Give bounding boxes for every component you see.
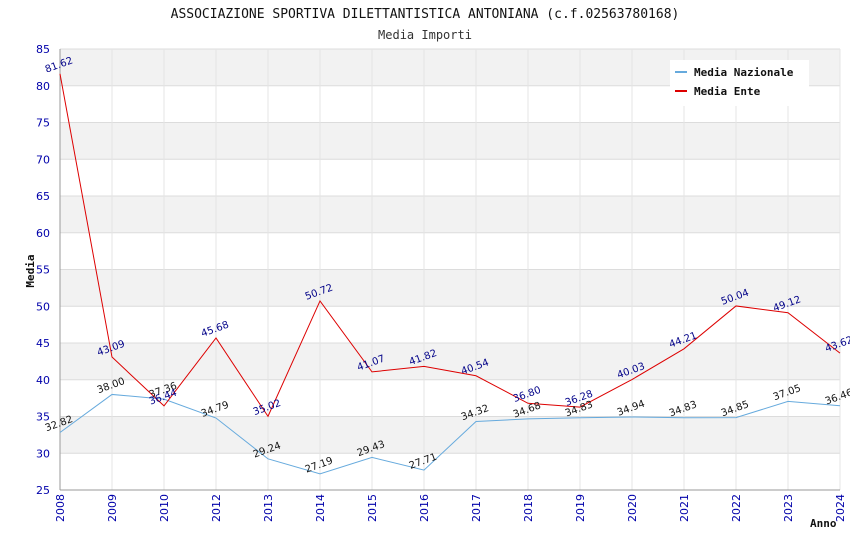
x-tick-label: 2008 [54, 494, 67, 522]
x-tick-label: 2015 [366, 494, 379, 522]
x-tick-label: 2013 [262, 494, 275, 522]
y-tick-label: 65 [36, 190, 50, 203]
y-axis-ticks: 25 30 35 40 45 50 55 60 65 70 75 80 85 [36, 43, 50, 497]
y-tick-label: 70 [36, 153, 50, 166]
x-tick-label: 2022 [730, 494, 743, 522]
x-tick-label: 2024 [834, 494, 847, 522]
y-tick-label: 55 [36, 264, 50, 277]
legend-label: Media Ente [694, 85, 761, 98]
x-tick-label: 2020 [626, 494, 639, 522]
legend-label: Media Nazionale [694, 66, 794, 79]
y-tick-label: 25 [36, 484, 50, 497]
grid-band [60, 159, 840, 196]
y-tick-label: 30 [36, 447, 50, 460]
grid-band [60, 343, 840, 380]
legend-box [670, 60, 809, 106]
y-tick-label: 60 [36, 227, 50, 240]
x-tick-label: 2018 [522, 494, 535, 522]
x-tick-label: 2016 [418, 494, 431, 522]
grid-band [60, 232, 840, 270]
y-tick-label: 80 [36, 80, 50, 93]
x-tick-label: 2023 [782, 494, 795, 522]
x-tick-label: 2017 [470, 494, 483, 522]
y-axis-label: Media [24, 254, 37, 287]
series-line-media-nazionale [59, 393, 841, 475]
y-tick-label: 75 [36, 117, 50, 130]
y-tick-label: 40 [36, 374, 50, 387]
y-tick-label: 45 [36, 337, 50, 350]
grid-band [60, 379, 840, 417]
grid-band [60, 196, 840, 233]
y-tick-label: 35 [36, 411, 50, 424]
gridlines [59, 48, 841, 491]
grid-band [60, 416, 840, 454]
x-tick-label: 2010 [158, 494, 171, 522]
x-tick-label: 2012 [210, 494, 223, 522]
x-tick-label: 2019 [574, 494, 587, 522]
x-tick-label: 2014 [314, 494, 327, 522]
x-tick-label: 2021 [678, 494, 691, 522]
y-tick-label: 85 [36, 43, 50, 56]
grid-bands [60, 49, 840, 490]
chart-subtitle: Media Importi [378, 28, 472, 42]
grid-band [60, 453, 840, 490]
legend: Media Nazionale Media Ente [670, 60, 809, 106]
series-lines [59, 73, 841, 475]
chart-title: ASSOCIAZIONE SPORTIVA DILETTANTISTICA AN… [171, 7, 680, 22]
grid-band [60, 122, 840, 160]
grid-band [60, 269, 840, 307]
x-axis-label: Anno [810, 517, 837, 530]
x-tick-label: 2009 [106, 494, 119, 522]
y-tick-label: 50 [36, 300, 50, 313]
series-line-media-ente [59, 73, 841, 418]
grid-band [60, 306, 840, 343]
x-axis-ticks: 2008 2009 2010 2012 2013 2014 2015 2016 2017 2018… [54, 494, 847, 522]
